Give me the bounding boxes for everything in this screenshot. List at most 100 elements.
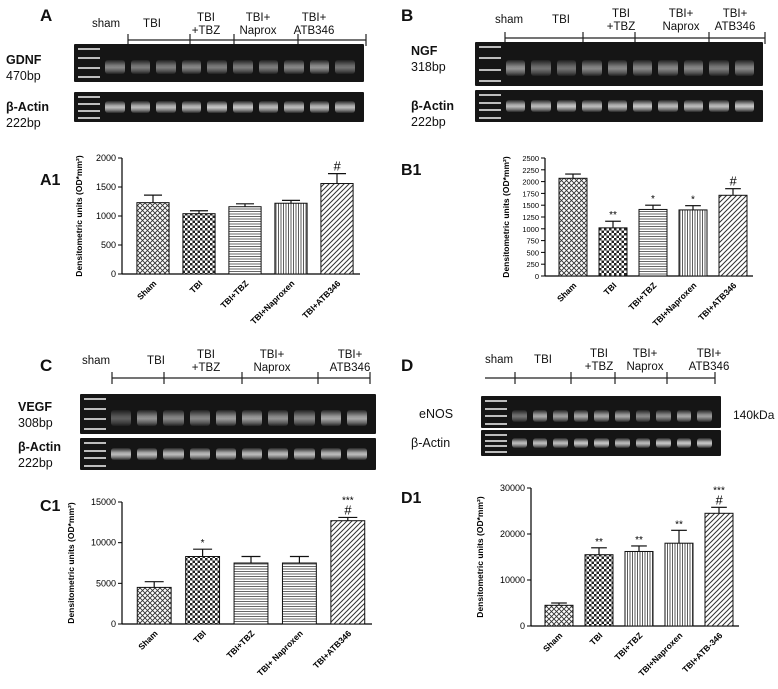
lane-label: TBI +TBZ: [606, 8, 636, 33]
category-label: TBI+Naproxen: [248, 278, 296, 326]
bar-chart: 0 250 500 750 1000 1250 1500 1750 2000 2250 2500 De…: [501, 154, 753, 328]
lane-label: TBI+ Naprox: [239, 12, 277, 37]
gel-band: [320, 410, 341, 426]
bar: [136, 202, 170, 275]
y-tick-label: 5000: [96, 578, 116, 588]
lane-label: TBI+ ATB346: [714, 8, 756, 33]
gel-band: [531, 99, 551, 113]
y-tick-label: 250: [526, 260, 539, 269]
ladder-band: [479, 46, 501, 48]
category-label: TBI+TBZ: [626, 280, 658, 312]
category-label: Sham: [541, 630, 565, 654]
y-axis-label: Densitometric units (OD*mm²): [475, 496, 485, 618]
gel-band: [105, 59, 125, 75]
gel-band: [658, 99, 678, 113]
gel-band: [320, 447, 341, 461]
gel-band: [582, 59, 602, 77]
gel-band: [635, 409, 651, 423]
blot-label-actin: β-Actin 222bp: [411, 99, 455, 129]
lane-label: TBI +TBZ: [584, 348, 614, 373]
gel-band: [268, 410, 289, 426]
gel-band: [346, 447, 367, 461]
gel-band: [512, 409, 527, 423]
y-tick-label: 500: [526, 248, 539, 257]
bar: [281, 562, 317, 625]
ladder-band: [485, 439, 507, 442]
gel-band: [734, 59, 754, 77]
lane-label: TBI: [147, 355, 165, 367]
blot-label-target: GDNF 470bp: [6, 53, 42, 83]
category-label: TBI+TBZ: [224, 628, 256, 660]
gel-band: [615, 438, 630, 448]
significance-mark: ***: [713, 485, 725, 496]
gel-band: [309, 101, 330, 113]
bar: [624, 550, 654, 627]
gel-band: [181, 101, 202, 113]
ladder-band: [479, 94, 501, 96]
gel-band: [242, 447, 263, 461]
ladder-band: [479, 116, 501, 119]
gel-band: [111, 410, 132, 426]
gel-band: [633, 59, 653, 77]
gel-band: [284, 59, 304, 75]
gel-band: [163, 410, 184, 426]
gel-band: [215, 447, 236, 461]
error-bar: [551, 602, 567, 606]
bar: [185, 555, 221, 625]
ladder-band: [485, 434, 507, 436]
category-label: TBI: [602, 280, 619, 297]
gel-band: [189, 410, 210, 426]
panel-letter: C: [40, 356, 53, 375]
category-label: Sham: [135, 278, 159, 302]
y-tick-label: 750: [526, 237, 539, 246]
bar: [228, 206, 262, 275]
ladder-band: [78, 76, 100, 79]
gel-target: [80, 394, 376, 434]
gel-band: [658, 59, 678, 77]
y-tick-label: 1000: [96, 211, 116, 221]
y-tick-label: 0: [520, 621, 525, 631]
ladder-band: [78, 96, 100, 98]
ladder-band: [479, 109, 501, 111]
bar: [182, 213, 216, 275]
significance-mark: *: [691, 195, 695, 206]
gel-band: [607, 99, 627, 113]
gel-band: [215, 410, 236, 426]
gel-band: [233, 59, 253, 75]
y-tick-label: 1500: [96, 182, 116, 192]
lane-label: TBI+ Naprox: [626, 348, 664, 373]
gel-band: [335, 101, 355, 113]
significance-mark: #: [729, 174, 737, 189]
gel-band: [573, 438, 589, 448]
chart-letter: C1: [40, 498, 61, 515]
error-bar: [281, 199, 301, 204]
gel-actin: [481, 430, 721, 456]
ladder-band: [485, 407, 507, 410]
significance-mark: **: [609, 210, 617, 221]
error-bar: [289, 555, 309, 563]
y-tick-label: 0: [535, 272, 539, 281]
gel-band: [676, 438, 692, 448]
ladder-band: [479, 101, 501, 104]
gel-band: [734, 99, 754, 113]
category-label: Sham: [136, 628, 160, 652]
ladder-band: [485, 445, 507, 448]
significance-mark: **: [675, 519, 683, 530]
bar: [233, 562, 269, 625]
gel-band: [709, 59, 729, 77]
ladder-band: [78, 66, 100, 69]
lane-label: TBI+ ATB346: [329, 349, 371, 374]
bar: [544, 604, 574, 627]
ladder-band: [78, 57, 100, 60]
blot-label-target: eNOS: [419, 407, 454, 421]
lane-label: TBI +TBZ: [191, 12, 221, 37]
gel-band: [242, 410, 263, 426]
y-axis-label: Densitometric units (OD*mm²): [74, 155, 84, 277]
gel-band: [633, 99, 653, 113]
gel-band: [531, 59, 551, 77]
chart-letter: B1: [401, 162, 422, 179]
bar: [274, 202, 308, 275]
bar: [558, 177, 588, 277]
error-bar: [725, 188, 741, 196]
